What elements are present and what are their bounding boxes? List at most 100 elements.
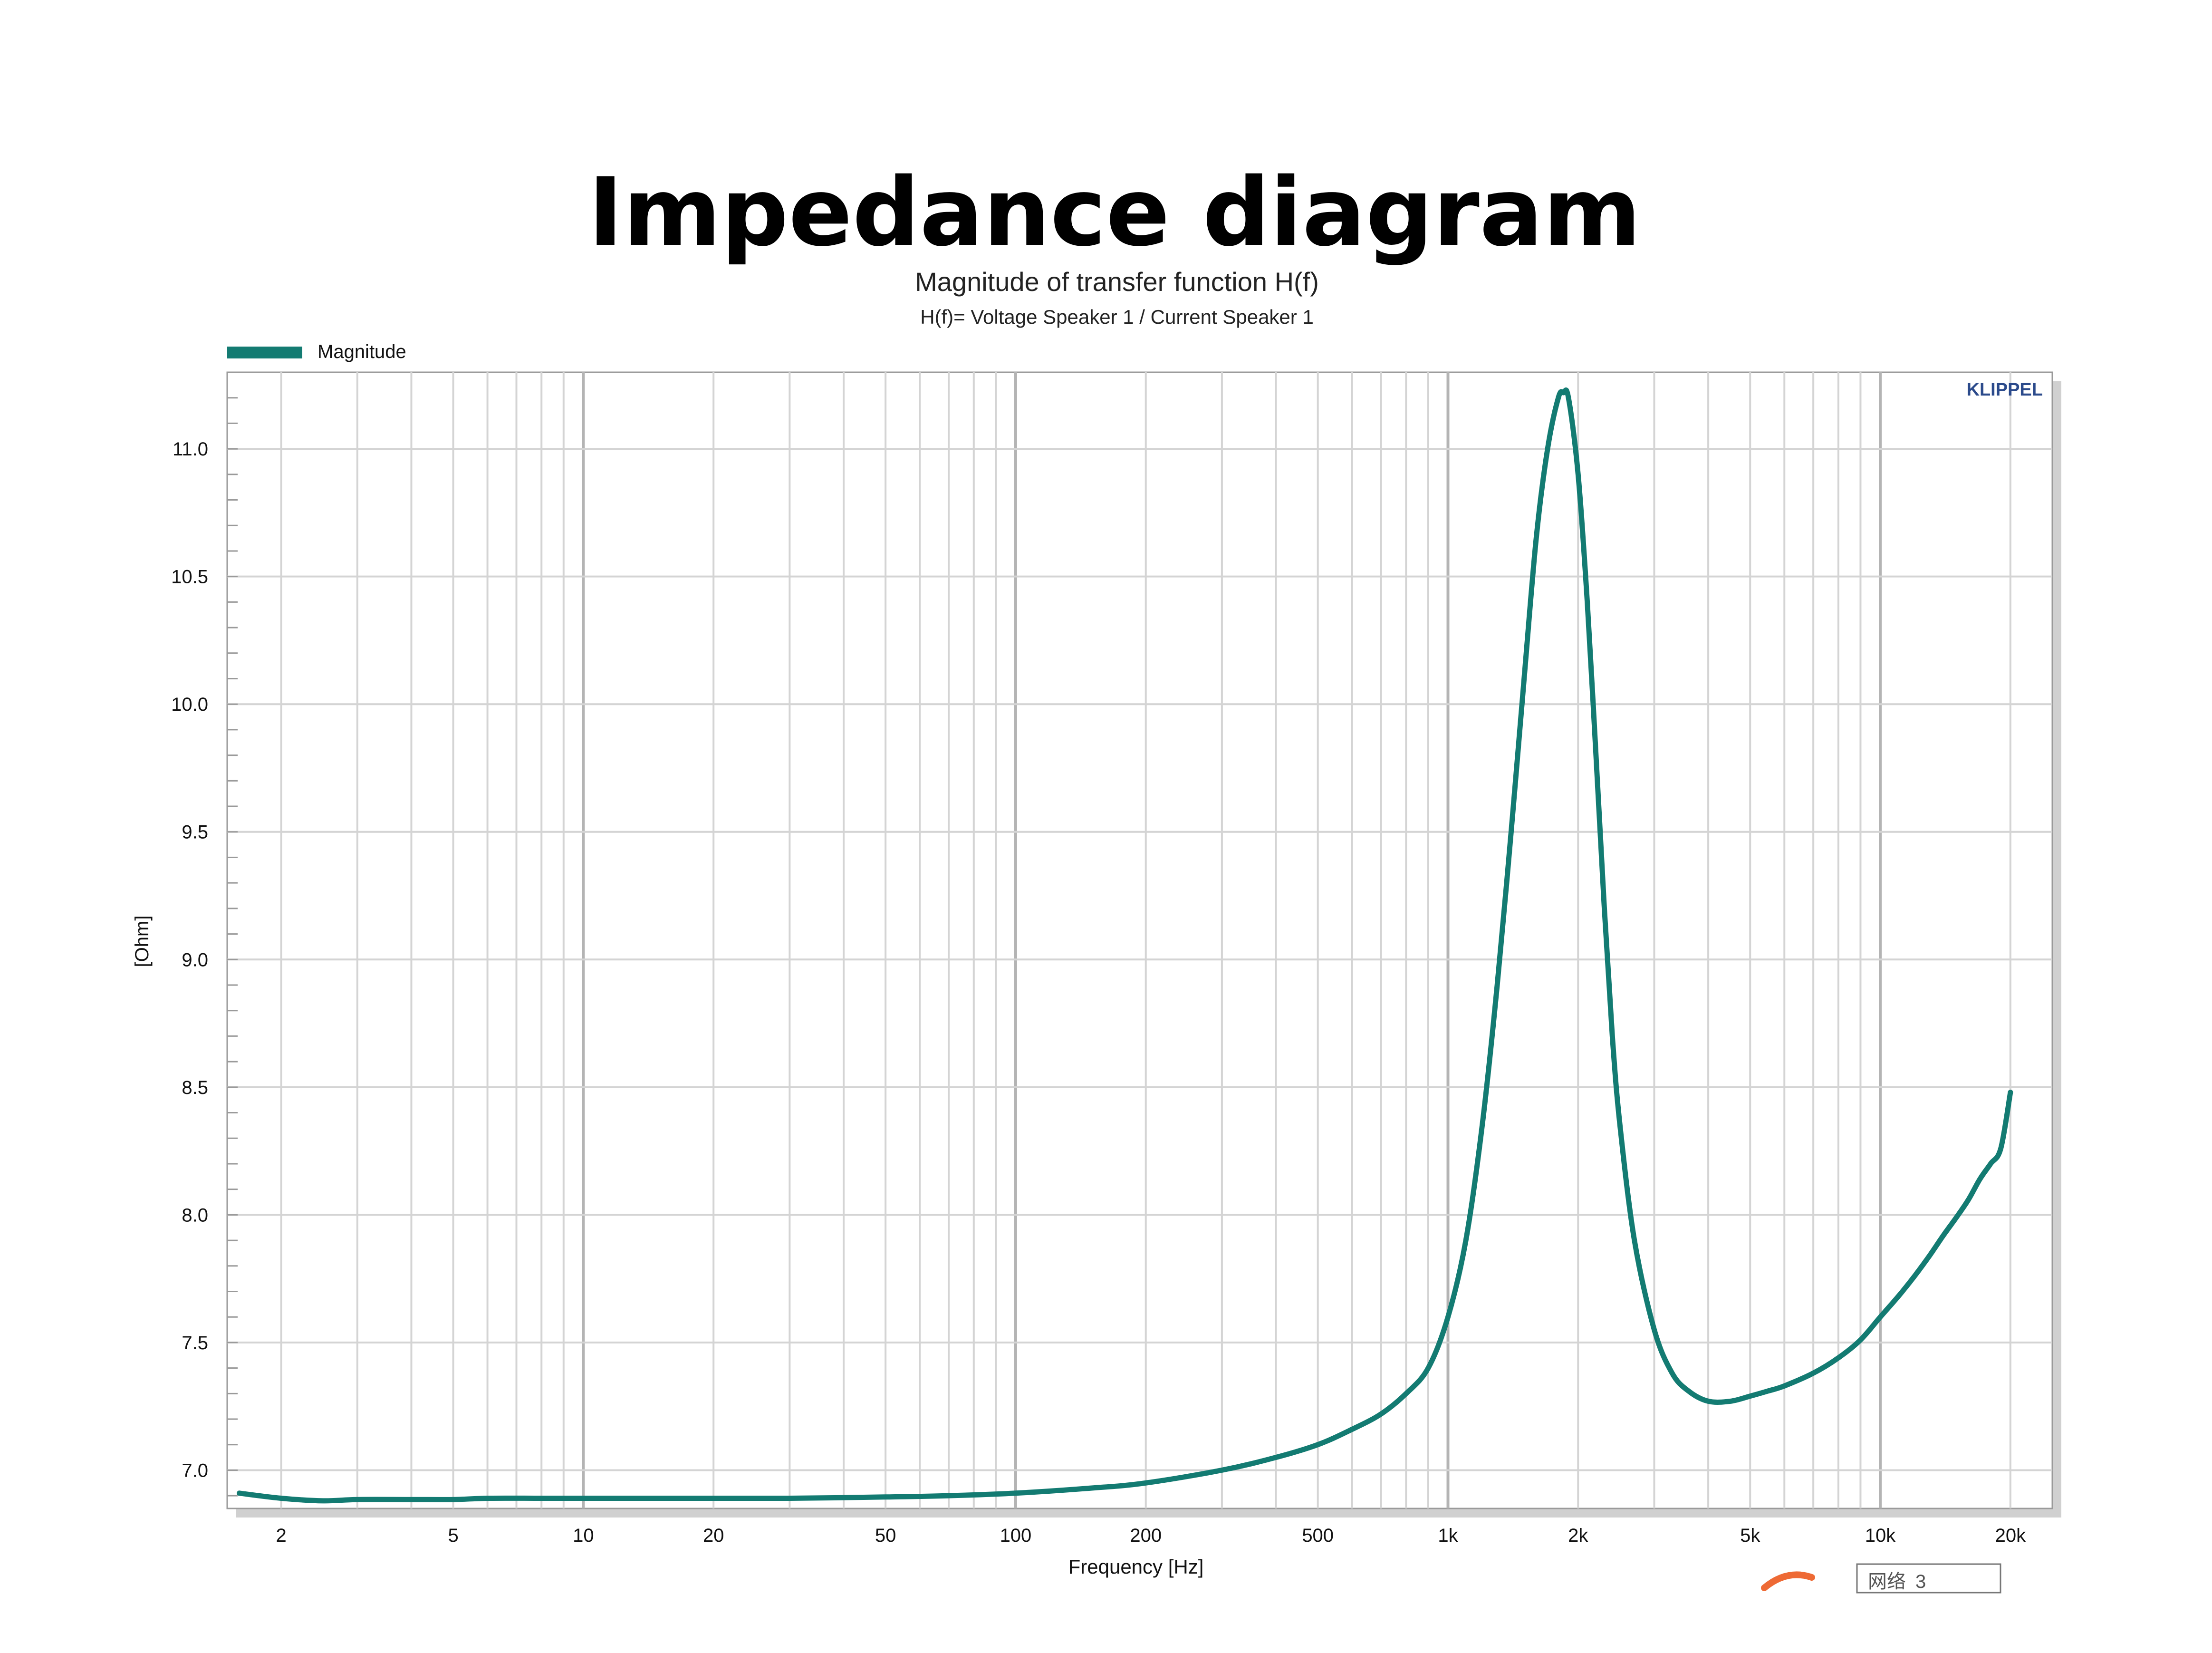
data-point xyxy=(1943,1234,1944,1236)
data-point xyxy=(1563,392,1565,394)
data-point xyxy=(356,1498,358,1500)
data-point xyxy=(1447,1316,1449,1318)
data-point xyxy=(1317,1444,1319,1446)
data-point xyxy=(1611,1035,1613,1037)
data-point xyxy=(1351,1429,1353,1431)
data-point xyxy=(1859,1339,1861,1341)
data-point xyxy=(1091,1487,1093,1489)
y-tick-label: 9.5 xyxy=(182,822,208,843)
axis-ticks: 7.0 7.5 8.0 8.5 9.0 9.5 10.0 10.5 11.0 2 5 10 20 50 10… xyxy=(171,371,2026,1546)
legend-label: Magnitude xyxy=(317,341,406,362)
data-point xyxy=(1145,1482,1147,1484)
y-tick-label: 8.5 xyxy=(182,1077,208,1098)
y-axis-label: [Ohm] xyxy=(132,916,153,967)
data-point xyxy=(540,1498,542,1499)
data-point xyxy=(1687,1390,1689,1392)
x-tick-label: 50 xyxy=(875,1525,896,1546)
data-point xyxy=(1510,831,1512,833)
data-point xyxy=(1380,1413,1382,1415)
klippel-logo: KLIPPEL xyxy=(1967,380,2043,400)
x-tick-label: 1k xyxy=(1438,1525,1458,1546)
data-point xyxy=(1653,1329,1655,1331)
x-tick-label: 2 xyxy=(276,1525,287,1546)
data-point xyxy=(1523,677,1525,679)
data-point xyxy=(1465,1239,1467,1241)
y-tick-label: 7.0 xyxy=(182,1460,208,1481)
y-tick-label: 9.0 xyxy=(182,949,208,970)
data-point xyxy=(1558,397,1559,399)
overlay-input-value: 3 xyxy=(1915,1571,1926,1592)
series-layer xyxy=(237,387,2013,1504)
page-heading: Impedance diagram xyxy=(588,157,1641,267)
y-tick-label: 8.0 xyxy=(182,1205,208,1226)
y-tick-label: 7.5 xyxy=(182,1333,208,1353)
data-point xyxy=(1968,1199,1970,1200)
data-point xyxy=(789,1498,790,1499)
data-point xyxy=(1604,908,1606,909)
data-point xyxy=(1577,474,1579,475)
legend: Magnitude xyxy=(227,341,406,362)
data-point xyxy=(1221,1469,1223,1471)
data-point xyxy=(322,1500,324,1502)
bottom-whitespace xyxy=(0,1594,2212,1651)
data-point xyxy=(1427,1367,1429,1369)
x-tick-label: 2k xyxy=(1568,1525,1588,1546)
overlay-orange-icon xyxy=(1761,1571,1815,1591)
data-point xyxy=(1914,1275,1915,1277)
x-tick-label: 100 xyxy=(1000,1525,1032,1546)
x-axis-label: Frequency [Hz] xyxy=(1068,1556,1204,1578)
data-point xyxy=(2010,1092,2011,1093)
data-point xyxy=(1535,537,1537,539)
data-point xyxy=(1015,1492,1017,1494)
data-point xyxy=(1783,1385,1785,1387)
chart-subtitle: H(f)= Voltage Speaker 1 / Current Speake… xyxy=(920,306,1314,328)
data-point xyxy=(885,1496,886,1498)
overlay-input-box[interactable] xyxy=(1856,1563,2001,1594)
x-tick-label: 5 xyxy=(448,1525,458,1546)
data-point xyxy=(712,1498,714,1499)
x-tick-label: 20k xyxy=(1995,1525,2026,1546)
data-point xyxy=(1547,448,1548,450)
data-point xyxy=(1496,984,1498,986)
data-point xyxy=(1979,1178,1981,1180)
data-point xyxy=(1749,1395,1751,1397)
y-tick-label: 11.0 xyxy=(173,439,208,460)
data-point xyxy=(280,1498,282,1499)
data-point xyxy=(410,1498,412,1500)
data-point xyxy=(1634,1239,1635,1241)
y-tick-label: 10.5 xyxy=(171,567,208,588)
data-point xyxy=(1405,1392,1407,1394)
data-point xyxy=(582,1498,584,1499)
data-point xyxy=(1897,1295,1899,1297)
data-point xyxy=(659,1498,661,1499)
legend-swatch xyxy=(227,347,302,358)
data-point xyxy=(1990,1163,1991,1165)
x-tick-label: 10k xyxy=(1865,1525,1896,1546)
data-point xyxy=(1730,1400,1731,1402)
data-point xyxy=(2000,1148,2002,1150)
data-point xyxy=(1568,397,1569,399)
data-point xyxy=(487,1498,489,1499)
data-point xyxy=(1595,754,1597,756)
data-point xyxy=(1707,1400,1709,1402)
x-tick-label: 10 xyxy=(573,1525,594,1546)
data-point xyxy=(238,1492,240,1494)
data-point xyxy=(1275,1457,1277,1459)
x-tick-label: 500 xyxy=(1302,1525,1334,1546)
data-point xyxy=(1837,1357,1839,1359)
data-point xyxy=(1955,1217,1957,1218)
data-point xyxy=(1879,1316,1881,1318)
overlay-input-label: 网络 xyxy=(1868,1571,1906,1592)
chart-title: Magnitude of transfer function H(f) xyxy=(915,267,1319,297)
data-point xyxy=(1481,1124,1483,1126)
data-point xyxy=(948,1495,950,1497)
y-tick-label: 10.0 xyxy=(171,694,208,715)
data-point xyxy=(452,1498,454,1500)
overlay-widget[interactable]: 网络 3 xyxy=(0,1563,2212,1651)
plot-area xyxy=(226,371,2053,1509)
data-point xyxy=(1767,1390,1769,1392)
data-point xyxy=(1619,1124,1621,1126)
x-tick-label: 5k xyxy=(1740,1525,1760,1546)
